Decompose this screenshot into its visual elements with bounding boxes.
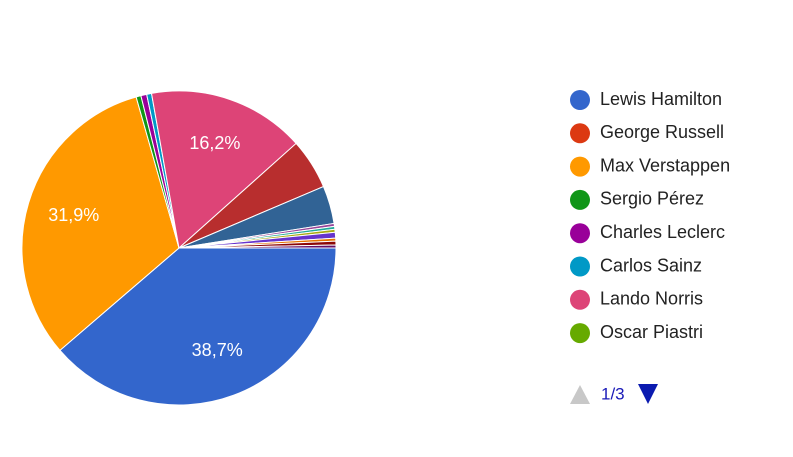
legend-swatch	[570, 223, 590, 244]
legend-label: Carlos Sainz	[600, 255, 702, 275]
legend-label: Sergio Pérez	[600, 189, 704, 209]
slice-label: 16,2%	[189, 133, 240, 153]
legend-swatch	[570, 189, 590, 210]
legend-label: George Russell	[600, 122, 724, 142]
legend-swatch	[570, 156, 590, 177]
legend-swatch	[570, 90, 590, 110]
legend-page-indicator: 1/3	[601, 384, 625, 403]
pie-slice	[21, 96, 180, 352]
pie-slice	[178, 244, 337, 249]
legend-swatch	[570, 323, 590, 344]
pie-slice	[59, 247, 337, 406]
legend-swatch	[570, 256, 590, 277]
legend-swatch	[570, 123, 590, 144]
legend-swatch	[570, 289, 590, 310]
legend-prev-page[interactable]	[570, 385, 590, 404]
legend-label: Oscar Piastri	[600, 322, 703, 342]
slice-label: 31,9%	[48, 205, 99, 225]
legend-label: Max Verstappen	[600, 155, 730, 175]
legend-label: Charles Leclerc	[600, 222, 725, 242]
legend: Lewis Hamilton George Russell Max Verstapp…	[570, 89, 730, 344]
pie: 38,7% 31,9% 16,2%	[21, 90, 337, 406]
legend-label: Lewis Hamilton	[600, 89, 722, 109]
legend-label: Lando Norris	[600, 289, 703, 309]
pie-slice	[150, 90, 297, 249]
legend-next-page[interactable]	[638, 384, 658, 404]
slice-label: 38,7%	[192, 340, 243, 360]
